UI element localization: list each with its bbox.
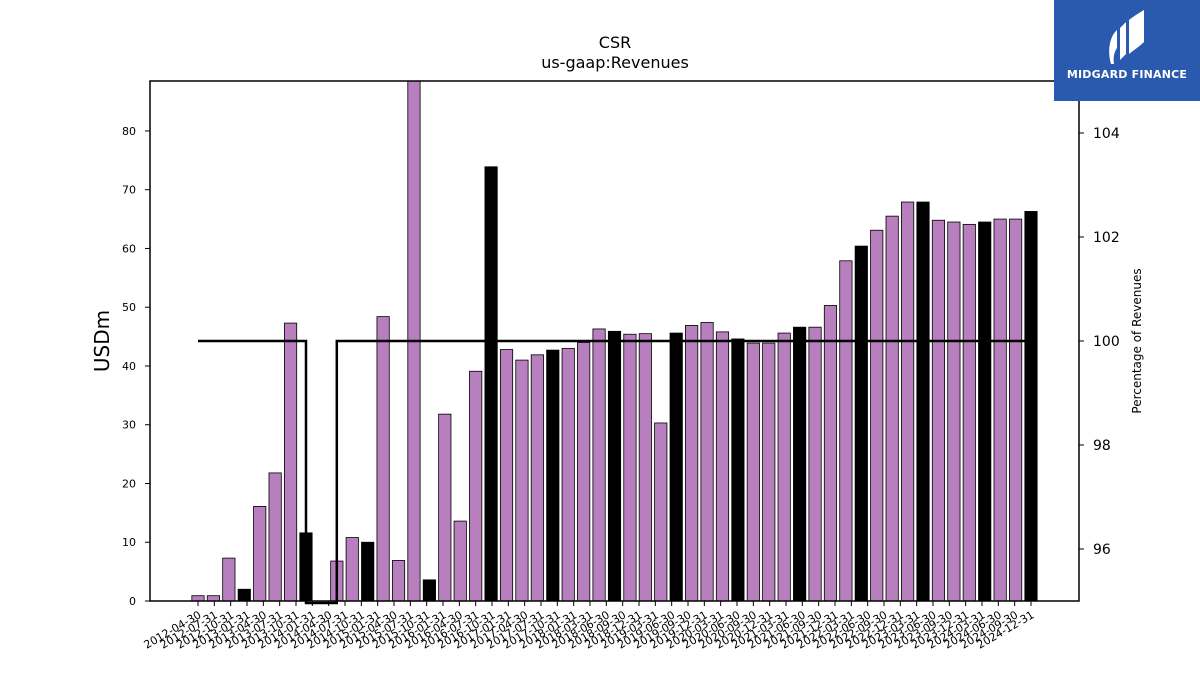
y-tick-label-80: 80 bbox=[122, 125, 136, 138]
bar-10 bbox=[345, 537, 359, 602]
bar-24 bbox=[561, 347, 575, 602]
bar-3 bbox=[237, 588, 251, 602]
bar-34 bbox=[715, 331, 730, 602]
bar-15 bbox=[422, 579, 436, 602]
bar-22 bbox=[530, 354, 544, 602]
y-tick-label-20: 20 bbox=[122, 477, 136, 490]
y-axis: 0 10 20 30 40 50 60 70 80 bbox=[122, 125, 150, 608]
bar-19 bbox=[484, 166, 498, 602]
bar-11 bbox=[361, 541, 375, 602]
bar-52 bbox=[993, 218, 1007, 602]
bar-31 bbox=[669, 332, 683, 602]
bar-2 bbox=[222, 557, 236, 602]
bar-48 bbox=[931, 219, 946, 602]
bar-35 bbox=[731, 338, 745, 602]
y2-tick-label-96: 96 bbox=[1093, 542, 1111, 558]
y2-axis: 96 98 100 102 104 bbox=[1079, 126, 1120, 558]
bar-4 bbox=[253, 505, 267, 602]
y-tick-label-0: 0 bbox=[129, 595, 136, 608]
percentage-line bbox=[198, 339, 1031, 605]
bar-44 bbox=[870, 229, 884, 602]
bar-40 bbox=[808, 326, 822, 602]
y2-axis-label: Percentage of Revenues bbox=[1130, 268, 1144, 413]
midgard-finance-logo: MIDGARD FINANCE bbox=[1054, 0, 1200, 101]
bar-23 bbox=[546, 349, 560, 602]
bar-1 bbox=[206, 595, 220, 602]
bar-32 bbox=[685, 325, 699, 602]
bar-49 bbox=[947, 221, 961, 602]
y-tick-label-50: 50 bbox=[122, 301, 136, 314]
chart-title: CSR bbox=[599, 33, 631, 52]
bar-36 bbox=[746, 342, 760, 602]
y-tick-label-70: 70 bbox=[122, 184, 136, 197]
bar-26 bbox=[592, 328, 606, 602]
y-tick-label-10: 10 bbox=[122, 536, 136, 549]
bar-43 bbox=[854, 245, 868, 602]
bar-53 bbox=[1009, 218, 1023, 602]
x-axis: 2012-04-302012-07-312012-10-312013-01-31… bbox=[142, 601, 1037, 652]
bar-45 bbox=[885, 215, 899, 602]
y2-tick-label-98: 98 bbox=[1093, 438, 1111, 454]
bar-13 bbox=[391, 560, 406, 602]
bar-21 bbox=[515, 359, 529, 602]
bar-39 bbox=[793, 326, 807, 602]
bar-42 bbox=[839, 260, 853, 602]
bar-54 bbox=[1024, 211, 1038, 602]
y2-tick-label-100: 100 bbox=[1093, 334, 1120, 350]
y2-tick-label-104: 104 bbox=[1093, 126, 1120, 142]
bar-16 bbox=[438, 413, 452, 602]
plot-frame bbox=[149, 80, 1080, 602]
bar-38 bbox=[777, 332, 791, 602]
bar-47 bbox=[916, 201, 930, 602]
bar-50 bbox=[962, 223, 976, 602]
bar-30 bbox=[654, 422, 668, 602]
midgard-logo-icon bbox=[1109, 10, 1144, 64]
bar-29 bbox=[638, 333, 652, 602]
y2-tick-label-102: 102 bbox=[1093, 230, 1120, 246]
bar-33 bbox=[700, 322, 714, 602]
bar-0 bbox=[191, 595, 205, 602]
bar-27 bbox=[607, 330, 622, 602]
bar-37 bbox=[762, 342, 776, 602]
bar-25 bbox=[577, 342, 591, 602]
bars-layer bbox=[191, 80, 1038, 602]
y-tick-label-40: 40 bbox=[122, 360, 136, 373]
bar-5 bbox=[268, 472, 282, 602]
bar-6 bbox=[283, 322, 298, 602]
bar-17 bbox=[453, 520, 467, 602]
bar-51 bbox=[978, 221, 992, 602]
y-tick-label-60: 60 bbox=[122, 242, 136, 255]
bar-46 bbox=[901, 201, 915, 602]
bar-20 bbox=[499, 349, 514, 602]
bar-28 bbox=[623, 333, 637, 602]
percentage-line-layer bbox=[198, 339, 1031, 605]
chart-subtitle: us-gaap:Revenues bbox=[541, 53, 689, 72]
bar-41 bbox=[823, 305, 838, 602]
bar-12 bbox=[376, 316, 390, 602]
bar-18 bbox=[469, 370, 483, 602]
y-axis-label: USDm bbox=[90, 310, 114, 372]
logo-text: MIDGARD FINANCE bbox=[1066, 68, 1188, 81]
y-tick-label-30: 30 bbox=[122, 419, 136, 432]
